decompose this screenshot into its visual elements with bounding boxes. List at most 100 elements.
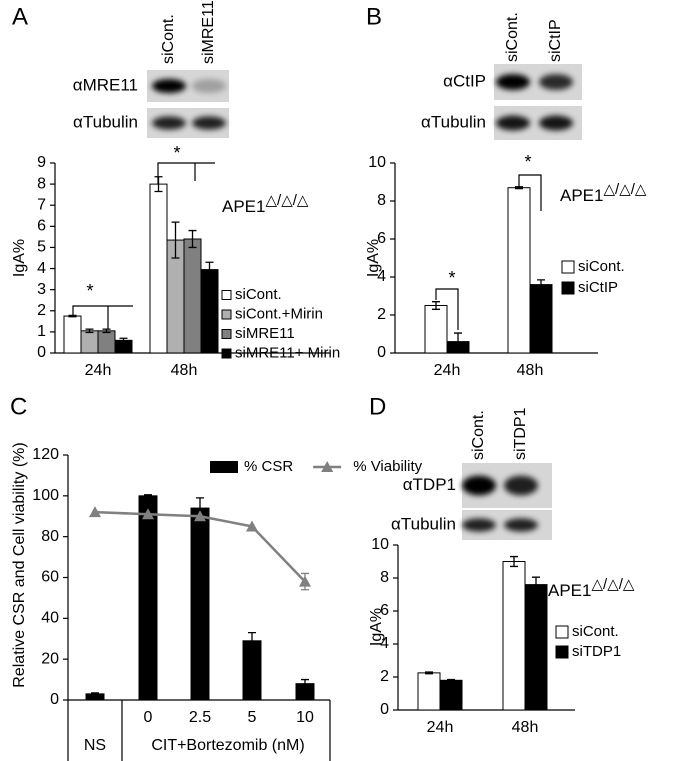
bar	[63, 315, 82, 354]
error-bar	[537, 279, 545, 290]
panel-letter: A	[12, 3, 28, 30]
error-bar	[510, 555, 518, 568]
significance-star: *	[524, 152, 531, 172]
error-bar	[91, 692, 99, 696]
legend-label: siCtIP	[578, 279, 618, 296]
bar	[529, 284, 553, 354]
blot-band	[504, 518, 538, 532]
y-tick-label: 2	[377, 306, 386, 323]
marker	[299, 575, 311, 587]
significance-star: *	[86, 281, 93, 301]
legend-label: siCont.	[578, 258, 625, 275]
error-bar	[301, 678, 309, 689]
y-tick-label: 4	[380, 635, 389, 652]
error-bar	[85, 328, 94, 334]
blot-band	[539, 74, 573, 90]
bar	[80, 330, 99, 354]
annotation-text: APE1	[222, 197, 265, 216]
legend-swatch	[221, 348, 232, 359]
annotation: APE1△/△/△	[222, 192, 309, 217]
significance-star: *	[173, 143, 180, 163]
y-tick-label: 6	[377, 230, 386, 247]
x-tick-label: 48h	[171, 362, 198, 379]
y-tick-label: 120	[32, 446, 59, 463]
panel-letter: C	[10, 393, 27, 420]
x-tick-label: 24h	[434, 362, 461, 379]
legend-swatch	[555, 625, 569, 639]
error-bar	[119, 337, 128, 344]
y-tick-label: 40	[41, 610, 59, 627]
marker	[321, 461, 334, 472]
error-bar	[454, 332, 462, 351]
y-tick-label: 10	[371, 536, 389, 553]
x-tick-label: 24h	[85, 362, 112, 379]
error-bar	[205, 261, 214, 278]
y-tick-label: 4	[37, 260, 46, 277]
error-bar	[248, 631, 256, 650]
y-tick-label: 3	[37, 281, 46, 298]
error-bar	[144, 494, 152, 498]
error-bar	[532, 576, 540, 593]
blot-row-label: αTubulin	[73, 112, 138, 131]
significance-bracket	[157, 162, 215, 184]
error-bar	[102, 328, 111, 334]
bar	[424, 305, 448, 354]
y-tick-label: 6	[380, 602, 389, 619]
y-tick-label: 4	[377, 268, 386, 285]
panel-letter: D	[369, 393, 386, 420]
y-tick-label: 0	[377, 344, 386, 361]
bar	[149, 183, 168, 354]
error-bar	[432, 301, 440, 310]
legend-swatch	[221, 290, 232, 300]
bar	[200, 269, 219, 354]
legend-swatch	[561, 260, 575, 274]
legend-label: siCont.	[235, 286, 282, 303]
lane-label: siCont.	[470, 410, 487, 460]
bar	[524, 584, 548, 711]
x-tick-label: 48h	[512, 719, 539, 736]
marker	[142, 508, 154, 520]
error-bar	[425, 671, 433, 675]
blot-band	[152, 116, 186, 130]
panel-letter: B	[366, 3, 382, 30]
blot-row-label: αTubulin	[421, 112, 486, 131]
bar	[507, 187, 531, 354]
y-tick-label: 8	[37, 175, 46, 192]
lane-label: siCtIP	[547, 19, 564, 62]
significance-bracket	[72, 305, 133, 329]
error-bar	[171, 221, 180, 259]
bar	[417, 672, 441, 711]
y-tick-label: 60	[41, 569, 59, 586]
y-tick-label: 0	[37, 344, 46, 361]
blot-band	[152, 78, 186, 94]
bar	[242, 640, 262, 701]
y-tick-label: 7	[37, 196, 46, 213]
error-bar	[188, 229, 197, 249]
lane-label: siCont.	[504, 12, 521, 62]
annotation: APE1△/△/△	[548, 576, 635, 601]
legend-swatch	[221, 309, 232, 320]
x-tick-label: 0	[144, 709, 153, 726]
legend-label: siTDP1	[572, 643, 621, 660]
y-tick-label: 1	[37, 323, 46, 340]
legend-swatch	[555, 645, 569, 659]
error-bar	[447, 678, 455, 682]
significance-bracket	[435, 288, 459, 330]
blot-row-label: αCtIP	[443, 71, 486, 90]
legend-label: % CSR	[244, 458, 293, 475]
x-tick-label: 5	[248, 709, 257, 726]
blot-band	[192, 78, 226, 94]
bar	[138, 495, 158, 701]
annotation-superscript: △/△/△	[591, 576, 634, 593]
x-tick-label: 48h	[517, 362, 544, 379]
y-axis-label: IgA%	[368, 608, 385, 646]
y-tick-label: 20	[41, 650, 59, 667]
y-tick-label: 10	[368, 154, 386, 171]
y-axis-label: Relative CSR and Cell viability (%)	[11, 442, 28, 687]
legend-label: siMRE11	[235, 325, 295, 342]
y-tick-label: 0	[50, 691, 59, 708]
blot-band	[496, 115, 530, 131]
blot-row-label: αTubulin	[391, 514, 456, 533]
legend-label: siMRE11+ Mirin	[235, 344, 340, 361]
blot-band	[539, 115, 573, 131]
